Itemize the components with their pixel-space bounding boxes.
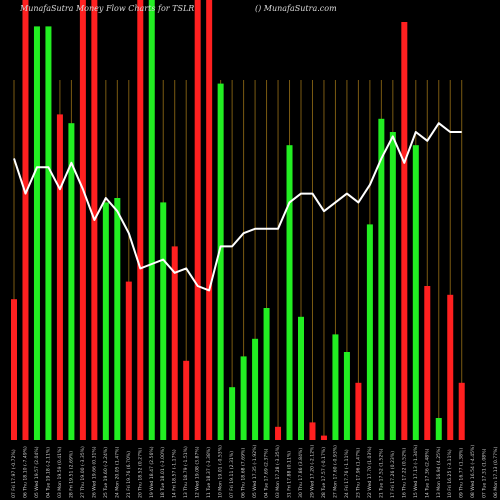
x-tick-label: 15 Wed 17.13 (-1.34%) xyxy=(413,445,419,498)
bar xyxy=(355,382,362,440)
bar xyxy=(435,418,442,440)
x-tick-label: 27 Mon 17.60 (-0.93%) xyxy=(332,445,338,498)
x-tick-label: 04 Tue 17.69 (2.37%) xyxy=(264,448,270,498)
bar xyxy=(298,316,304,440)
site-credit: () MunafaSutra.com xyxy=(255,4,337,13)
x-tick-label: 10 Fri 16.25 (-3.11%) xyxy=(447,449,453,498)
x-tick-label: 16 Thu 17.22 (0.52%) xyxy=(401,448,407,498)
bar xyxy=(412,145,419,440)
x-tick-label: 05 Wed 19.57 (2.04%) xyxy=(34,446,40,498)
bar xyxy=(171,246,178,440)
x-tick-label: 14 Tue 17.36 (2.48%) xyxy=(424,448,430,498)
x-tick-label: 30 Thu 17.86 (3.84%) xyxy=(298,448,304,498)
x-tick-label: 25 Tue 19.60 (-2.24%) xyxy=(103,447,109,498)
x-tick-label: 11 Tue 18.37 (-3.38%) xyxy=(206,447,212,498)
bar xyxy=(125,281,132,440)
x-tick-label: 14 Fri 18.57 (-1.17%) xyxy=(172,449,178,498)
bar xyxy=(68,123,75,440)
bar xyxy=(22,0,29,440)
x-tick-label: 06 Thu 18.68 (7.69%) xyxy=(241,448,247,498)
x-tick-label: 28 Tue 17.57 (-0.17%) xyxy=(321,447,327,498)
bar xyxy=(56,114,63,441)
bar xyxy=(424,286,431,440)
bar xyxy=(33,26,40,441)
bar xyxy=(401,22,408,440)
bar xyxy=(137,0,144,440)
bar xyxy=(102,202,109,440)
x-tick-label: 05 Wed 17.35 (-1.92%) xyxy=(252,445,258,498)
x-tick-labels: 07 Fri 17.97 (-0.72%) 06 Thu 18.10 (-7.49… xyxy=(11,445,499,498)
x-tick-label: 07 Fri 17.97 (-0.72%) xyxy=(11,449,17,498)
bar xyxy=(263,308,270,440)
x-tick-label: 18 Tue 18.01 (-3.00%) xyxy=(160,447,166,498)
bar-series xyxy=(11,0,465,441)
bar xyxy=(79,0,86,440)
bar xyxy=(378,118,385,441)
x-tick-label: 04 Tue 19.18 (-2.11%) xyxy=(45,447,51,498)
bar xyxy=(183,360,190,440)
bar xyxy=(45,26,52,441)
bar xyxy=(389,132,396,440)
x-tick-label: 23 Thu 17.96 (1.47%) xyxy=(355,448,361,498)
x-tick-label: 26 Wed 19.66 (0.31%) xyxy=(91,446,97,498)
bar xyxy=(252,338,259,440)
x-tick-label: 21 Fri 19.76 (6.70%) xyxy=(126,451,132,498)
x-tick-label: 13 Thu 18.79 (-1.51%) xyxy=(183,446,189,498)
bar xyxy=(447,294,454,440)
x-tick-label: 28 Fri 19.51 (2.69%) xyxy=(68,451,74,498)
bar xyxy=(275,426,282,440)
x-tick-label: 07 Fri 19.11 (2.31%) xyxy=(229,451,235,498)
chart-title: MunafaSutra Money Flow Charts for TSLR xyxy=(20,4,195,13)
x-tick-label: 24 Mon 20.05 (1.47%) xyxy=(114,447,120,498)
bar xyxy=(343,352,350,440)
bar xyxy=(229,387,236,440)
x-tick-label: 27 Thu 19.00 (-3.35%) xyxy=(80,446,86,498)
x-tick-label: 21 Tue 17.52 (1.52%) xyxy=(378,448,384,498)
x-tick-label: 13 Mon 16.94 (4.25%) xyxy=(436,447,442,498)
x-tick-label: 06 Thu 18.10 (-7.49%) xyxy=(22,446,28,498)
bar xyxy=(160,202,167,440)
bar xyxy=(332,334,339,440)
x-tick-label: 10 Mon 19.01 (-0.53%) xyxy=(218,445,224,498)
bar xyxy=(286,145,293,440)
bar xyxy=(217,83,224,440)
x-tick-label: 07 Tue 17.31 (1.08%) xyxy=(482,448,488,498)
x-tick-label: 17 Fri 17.26 (0.23%) xyxy=(390,451,396,498)
x-tick-label: 22 Wed 17.70 (1.03%) xyxy=(367,446,373,498)
price-line xyxy=(13,122,462,292)
bar xyxy=(320,435,327,440)
x-tick-label: 20 Thu 18.52 (0.27%) xyxy=(137,448,143,498)
x-tick-label: 09 Thu 16.77 (1.38%) xyxy=(459,448,465,498)
bar xyxy=(458,382,465,440)
x-tick-label: 31 Fri 17.88 (0.11%) xyxy=(287,451,293,498)
bar xyxy=(148,0,155,440)
bar xyxy=(366,224,373,440)
x-tick-label: 03 Mon 17.28 (-3.35%) xyxy=(275,445,281,498)
x-tick-label: 29 Wed 17.20 (-2.12%) xyxy=(309,445,315,498)
bar xyxy=(11,299,17,440)
bar xyxy=(206,0,213,440)
bar xyxy=(194,0,201,440)
bar xyxy=(309,422,316,440)
x-tick-label: 12 Wed 19.08 (3.87%) xyxy=(195,446,201,498)
x-tick-label: 08 Wed 16.54 (-4.45%) xyxy=(470,445,476,498)
x-tick-label: 06 Mon 17.13 (0.77%) xyxy=(493,447,499,498)
x-tick-label: 03 Mon 19.59 (0.41%) xyxy=(57,447,63,498)
x-tick-label: 19 Wed 18.47 (2.56%) xyxy=(149,446,155,498)
bar xyxy=(114,198,121,440)
x-tick-label: 24 Fri 17.76 (-1.11%) xyxy=(344,449,350,498)
price-line-series xyxy=(13,122,462,292)
bar xyxy=(240,356,247,440)
